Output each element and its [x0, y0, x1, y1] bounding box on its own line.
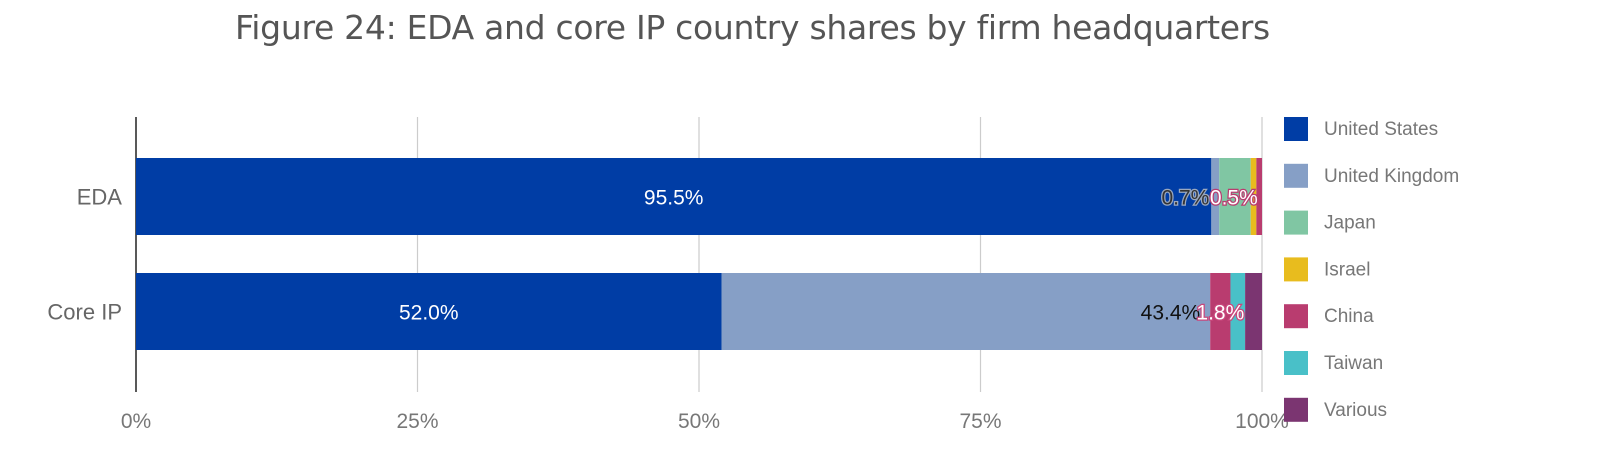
data-label: 43.4%	[1141, 302, 1201, 325]
bar-segment[interactable]	[136, 273, 722, 350]
category-label: EDA	[77, 185, 123, 210]
legend-label: Various	[1324, 400, 1387, 421]
legend-label: Japan	[1324, 213, 1376, 234]
data-label: 1.8%	[1196, 302, 1244, 325]
bar-segment[interactable]	[1211, 158, 1220, 235]
legend-swatch	[1284, 304, 1308, 329]
bar-segment[interactable]	[1256, 158, 1262, 235]
x-tick-label: 25%	[396, 410, 438, 433]
legend-swatch	[1284, 163, 1308, 188]
chart-title: Figure 24: EDA and core IP country share…	[235, 8, 1270, 47]
bar-segment[interactable]	[1210, 273, 1231, 350]
bar-segment[interactable]	[1230, 273, 1246, 350]
bar-segment[interactable]	[721, 273, 1211, 350]
x-tick-label: 50%	[678, 410, 720, 433]
bar-segment[interactable]	[136, 158, 1212, 235]
legend-label: China	[1324, 306, 1374, 327]
x-tick-label: 0%	[121, 410, 151, 433]
legend-swatch	[1284, 117, 1308, 141]
category-label: Core IP	[47, 300, 122, 325]
legend-swatch	[1284, 397, 1308, 422]
legend-label: Israel	[1324, 259, 1370, 280]
legend-swatch	[1284, 351, 1308, 375]
data-label: 0.7%	[1161, 187, 1209, 210]
legend-label: Taiwan	[1324, 353, 1383, 374]
data-label: 95.5%	[644, 187, 704, 210]
legend-swatch	[1284, 210, 1308, 235]
x-tick-label: 100%	[1235, 410, 1289, 433]
data-label: 0.5%	[1210, 187, 1258, 210]
legend-swatch	[1284, 257, 1308, 282]
data-label: 52.0%	[399, 302, 459, 325]
legend-label: United States	[1324, 119, 1438, 140]
bar-segment[interactable]	[1219, 158, 1251, 235]
x-tick-label: 75%	[959, 410, 1001, 433]
bar-segment[interactable]	[1250, 158, 1257, 235]
bar-segment[interactable]	[1245, 273, 1262, 350]
legend-label: United Kingdom	[1324, 166, 1459, 187]
